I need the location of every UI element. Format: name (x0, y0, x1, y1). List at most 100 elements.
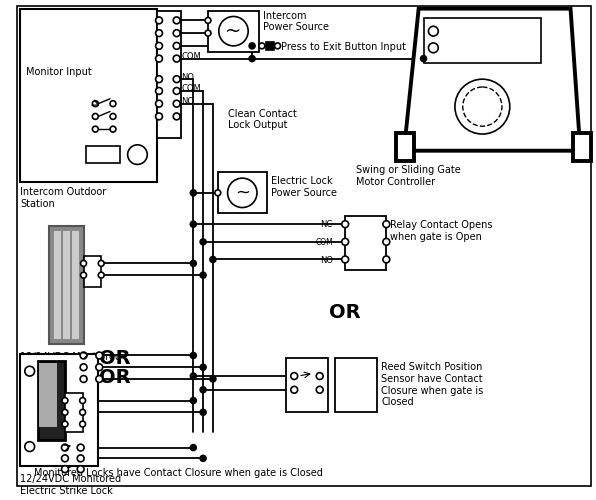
Circle shape (190, 398, 196, 404)
Circle shape (249, 56, 255, 62)
Circle shape (61, 466, 69, 472)
Circle shape (383, 256, 390, 263)
Circle shape (219, 16, 248, 46)
Circle shape (96, 364, 103, 370)
Circle shape (62, 410, 68, 415)
Circle shape (62, 398, 68, 404)
Text: Reed Switch Position
Sensor have Contact
Closure when gate is
Closed: Reed Switch Position Sensor have Contact… (381, 362, 484, 407)
Bar (83, 256, 101, 287)
Circle shape (156, 17, 163, 24)
Circle shape (228, 178, 257, 208)
Circle shape (156, 76, 163, 82)
Circle shape (80, 352, 87, 359)
Bar (157, 10, 181, 138)
Circle shape (210, 376, 216, 382)
Circle shape (275, 43, 281, 49)
Circle shape (383, 221, 390, 228)
Bar (266, 42, 274, 50)
Circle shape (128, 145, 147, 165)
Circle shape (80, 376, 87, 382)
Text: 12/24VDC Monitored
Electric Strike Lock: 12/24VDC Monitored Electric Strike Lock (20, 474, 121, 496)
Circle shape (200, 272, 206, 278)
Text: 12/24VDC Monitored
Magnetic Lock: 12/24VDC Monitored Magnetic Lock (20, 352, 121, 373)
Circle shape (429, 26, 438, 36)
Circle shape (173, 42, 180, 50)
Bar (20, 8, 157, 182)
Circle shape (80, 410, 86, 415)
Circle shape (421, 56, 427, 62)
Circle shape (190, 352, 196, 358)
Circle shape (316, 372, 323, 380)
Circle shape (25, 366, 35, 376)
Circle shape (110, 100, 116, 106)
Circle shape (110, 114, 116, 119)
Circle shape (200, 364, 206, 370)
Circle shape (173, 17, 180, 24)
Circle shape (291, 386, 297, 393)
Circle shape (205, 18, 211, 24)
Circle shape (80, 398, 86, 404)
Circle shape (173, 76, 180, 82)
Circle shape (190, 444, 196, 450)
Bar (63, 231, 70, 339)
Circle shape (200, 387, 206, 392)
Circle shape (173, 30, 180, 36)
Bar (20, 354, 98, 466)
Circle shape (455, 79, 510, 134)
Bar (38, 362, 65, 440)
Circle shape (200, 239, 206, 245)
Circle shape (25, 442, 35, 452)
Circle shape (173, 55, 180, 62)
Circle shape (80, 272, 86, 278)
Bar (336, 358, 377, 412)
Circle shape (156, 55, 163, 62)
Bar (218, 172, 267, 214)
Text: Relay Contact Opens
when gate is Open: Relay Contact Opens when gate is Open (390, 220, 493, 242)
Bar (208, 10, 259, 51)
Text: Clean Contact
Lock Output: Clean Contact Lock Output (228, 108, 296, 130)
Text: ~: ~ (235, 184, 250, 202)
Text: Open Indicator
or Light Output: Open Indicator or Light Output (441, 24, 510, 44)
Circle shape (190, 260, 196, 266)
Circle shape (173, 113, 180, 120)
Circle shape (190, 373, 196, 379)
Circle shape (173, 100, 180, 107)
Circle shape (80, 260, 86, 266)
Bar (396, 133, 414, 160)
Circle shape (96, 376, 103, 382)
Text: COM: COM (182, 84, 201, 94)
Text: OR: OR (99, 368, 131, 387)
Circle shape (96, 352, 103, 359)
Text: NC: NC (319, 220, 332, 230)
Text: Electric Lock
Power Source: Electric Lock Power Source (271, 176, 337, 198)
Text: COM: COM (316, 238, 334, 247)
Circle shape (92, 114, 98, 119)
Circle shape (77, 444, 84, 451)
Circle shape (200, 410, 206, 415)
Circle shape (249, 43, 255, 49)
Circle shape (156, 113, 163, 120)
Circle shape (98, 260, 104, 266)
Circle shape (259, 43, 265, 49)
Bar (424, 18, 541, 62)
Bar (39, 364, 57, 427)
Circle shape (80, 421, 86, 427)
Circle shape (190, 190, 196, 196)
Circle shape (429, 43, 438, 52)
Circle shape (77, 455, 84, 462)
Circle shape (342, 238, 349, 246)
Bar (54, 231, 61, 339)
Bar (49, 226, 83, 344)
Bar (86, 146, 120, 164)
Circle shape (61, 444, 69, 451)
Circle shape (205, 30, 211, 36)
Text: NC: NC (182, 97, 194, 106)
Polygon shape (404, 8, 581, 150)
Circle shape (77, 466, 84, 472)
Circle shape (215, 190, 221, 196)
Circle shape (61, 455, 69, 462)
Circle shape (80, 364, 87, 370)
Circle shape (342, 221, 349, 228)
Text: NO: NO (182, 72, 194, 82)
Bar (345, 216, 386, 270)
